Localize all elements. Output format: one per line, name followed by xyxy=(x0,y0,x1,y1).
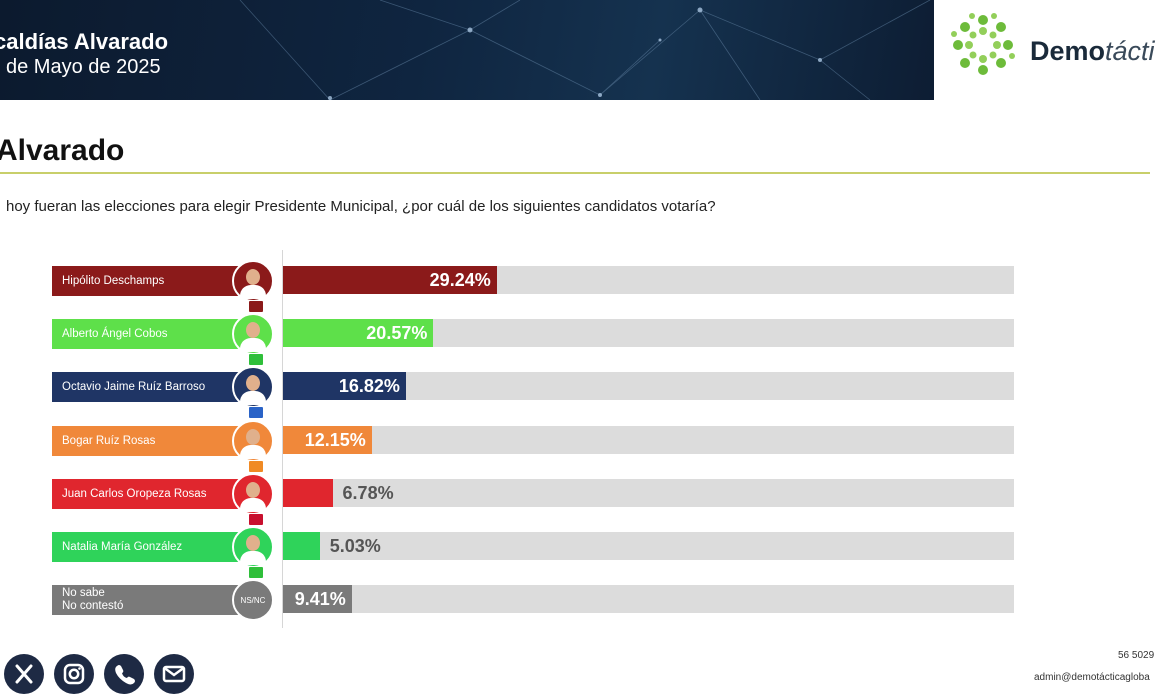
bar-track: 12.15% xyxy=(283,425,1014,454)
category-label: Natalia María González xyxy=(52,532,248,562)
avatar-head xyxy=(246,428,260,445)
value-label: 9.41% xyxy=(294,589,346,610)
chart-axis-line xyxy=(282,250,283,628)
logo-wordmark: Demotácti xyxy=(1030,36,1155,67)
mail-icon[interactable] xyxy=(154,654,194,694)
header-banner: caldías Alvarado de Mayo de 2025 xyxy=(0,0,934,100)
value-label: 5.03% xyxy=(329,536,381,556)
logo-brand-bold: Demo xyxy=(1030,36,1106,66)
avatar-head xyxy=(246,535,260,551)
value-label: 16.82% xyxy=(338,376,400,397)
x-icon[interactable] xyxy=(4,654,44,694)
candidate-avatar xyxy=(232,366,274,420)
category-label-line: Octavio Jaime Ruíz Barroso xyxy=(62,381,206,394)
value-label: 12.15% xyxy=(304,429,366,450)
logo-brand-light: tácti xyxy=(1105,36,1155,66)
value-label: 29.24% xyxy=(429,270,491,290)
banner-date: de Mayo de 2025 xyxy=(6,56,161,78)
bar xyxy=(283,585,352,614)
title-rule xyxy=(0,172,1150,174)
category-label-line: Alberto Ángel Cobos xyxy=(62,328,168,341)
candidate-avatar xyxy=(232,313,274,367)
bar-track: 5.03% xyxy=(283,532,1014,560)
category-label: Bogar Ruíz Rosas xyxy=(52,425,248,456)
avatar-body xyxy=(240,285,266,299)
logo-dots-icon xyxy=(951,13,1015,75)
phone-icon[interactable] xyxy=(104,654,144,694)
bar-track: 16.82% xyxy=(283,372,1014,401)
bar-track: 6.78% xyxy=(283,478,1014,507)
party-badge-icon xyxy=(248,353,264,367)
bar-chart: Hipólito Deschamps 29.24% Alberto Ángel Co… xyxy=(0,250,1160,630)
category-label-line: No sabe xyxy=(62,587,105,600)
avatar-body xyxy=(240,391,266,406)
category-label: Octavio Jaime Ruíz Barroso xyxy=(52,372,248,403)
category-label: Alberto Ángel Cobos xyxy=(52,319,248,350)
nsnc-text: NS/NC xyxy=(240,595,266,605)
bar-track: 20.57% xyxy=(283,319,1014,348)
section-title: Alvarado xyxy=(0,134,125,167)
party-badge-icon xyxy=(248,512,264,526)
demotactica-logo: Demotácti xyxy=(950,10,1160,80)
avatar-body xyxy=(240,497,266,512)
bar xyxy=(283,425,372,454)
category-label-line: Hipólito Deschamps xyxy=(62,275,165,287)
bar xyxy=(283,372,406,401)
candidate-avatar xyxy=(232,526,274,579)
party-badge-icon xyxy=(248,300,264,313)
avatar-body xyxy=(240,551,266,565)
category-label: Hipólito Deschamps xyxy=(52,266,248,296)
value-label: 20.57% xyxy=(366,323,428,344)
survey-question: hoy fueran las elecciones para elegir Pr… xyxy=(6,198,716,215)
nsnc-badge: NS/NC xyxy=(232,579,274,622)
avatar-body xyxy=(240,338,266,353)
avatar-head xyxy=(246,375,260,392)
party-badge-icon xyxy=(248,566,264,579)
bar-track: 29.24% xyxy=(283,266,1014,294)
avatar-body xyxy=(240,444,266,459)
value-label: 6.78% xyxy=(342,482,394,503)
category-label-line: No contestó xyxy=(62,600,124,613)
candidate-avatar xyxy=(232,419,274,473)
category-label-line: Juan Carlos Oropeza Rosas xyxy=(62,487,207,500)
network-pattern xyxy=(239,0,931,100)
category-label-line: Bogar Ruíz Rosas xyxy=(62,434,156,447)
footer-email[interactable]: admin@demotácticagloba xyxy=(1034,672,1150,683)
footer-phone: 56 5029 xyxy=(1118,650,1155,661)
bar xyxy=(283,478,333,507)
bar xyxy=(283,532,320,560)
avatar-head xyxy=(246,322,260,339)
instagram-icon[interactable] xyxy=(54,654,94,694)
category-label-line: Natalia María González xyxy=(62,541,183,553)
candidate-avatar xyxy=(232,472,274,526)
bar xyxy=(283,319,434,348)
candidate-avatar xyxy=(232,260,274,313)
party-badge-icon xyxy=(248,406,264,420)
banner-title: caldías Alvarado xyxy=(0,29,169,54)
avatar-head xyxy=(246,481,260,498)
category-label: Juan Carlos Oropeza Rosas xyxy=(52,478,248,509)
party-badge-icon xyxy=(248,459,264,473)
category-label: No sabe No contestó xyxy=(52,585,248,616)
bar-track: 9.41% xyxy=(283,585,1014,614)
avatar-head xyxy=(246,269,260,285)
bar xyxy=(283,266,497,294)
